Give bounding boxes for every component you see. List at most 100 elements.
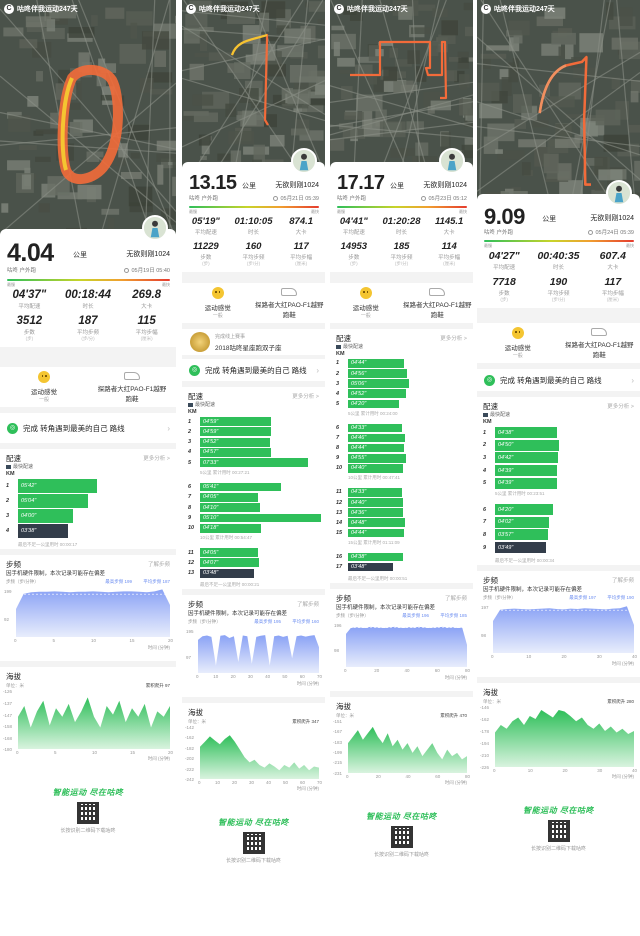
pace-more-link[interactable]: 更多分析 > (607, 404, 634, 411)
stat-label: 步数 (200, 255, 212, 261)
qr-code[interactable] (77, 802, 99, 825)
last-partial-km: 最后不足一公里用时 00:00:34 (495, 557, 555, 563)
pace-gradient-bar (189, 206, 319, 208)
route-complete-row[interactable]: ◎ 完成 转角遇到最美的自己 路线 › (182, 359, 325, 382)
pace-km: 2 (188, 428, 192, 435)
pace-more-link[interactable]: 更多分析 > (292, 394, 319, 401)
feeling-item[interactable]: 运动感觉 一般 (477, 323, 559, 363)
codoon-logo-icon: C (334, 4, 344, 14)
cadence-xtick: 10 (526, 653, 532, 659)
pace-legend: 最快配速 (6, 463, 33, 470)
run-record-panel: C 咕咚伴我运动247天 9.09 公里 无欲则刚1024 咕咚 户外跑 05月24日 05… (477, 0, 640, 936)
pace-row: 1 05'42" (6, 479, 172, 493)
stat-item: 117 平均步幅 (厘米) (277, 241, 325, 267)
cadence-title: 步频 (336, 593, 351, 603)
feeling-item[interactable]: 运动感觉 一般 (182, 283, 254, 323)
map-header: C 咕咚伴我运动247天 (481, 4, 555, 14)
altitude-ytick: -126 (3, 689, 13, 695)
cadence-learn-link[interactable]: 了解步频 (147, 562, 170, 569)
stat-label: 平均步频 (547, 291, 570, 298)
cadence-learn-link[interactable]: 了解步频 (611, 577, 634, 584)
shoe-item[interactable]: 探路者大红PAO-F1越野跑鞋 (254, 283, 326, 323)
route-map[interactable]: C 咕咚伴我运动247天 (330, 0, 473, 168)
shoe-name: 探路者大红PAO-F1越野跑鞋 (255, 301, 324, 319)
cadence-xtick: 60 (299, 674, 305, 680)
altitude-xtick: 30 (597, 767, 603, 773)
feeling-item[interactable]: 运动感觉 一般 (330, 283, 402, 323)
stat-label: 时长 (552, 265, 564, 272)
shoe-item[interactable]: 探路者大红PAO-F1越野跑鞋 (402, 283, 474, 323)
route-badge-icon: ◎ (189, 364, 200, 376)
altitude-title: 海拔 (483, 687, 498, 697)
route-map[interactable]: C 咕咚伴我运动247天 (477, 0, 640, 200)
altitude-title: 海拔 (6, 672, 21, 682)
stat-label: 时长 (247, 230, 259, 236)
stat-label: 平均配速 (18, 304, 41, 310)
pace-km: 1 (6, 483, 10, 490)
pace-km: 7 (188, 494, 192, 501)
route-complete-row[interactable]: ◎ 完成 转角遇到最美的自己 路线 › (477, 369, 640, 392)
sport-type: 咕咚 户外跑 (337, 196, 367, 202)
qr-code[interactable] (242, 832, 265, 855)
gradient-fast-label: 最快 (162, 282, 170, 287)
avatar[interactable] (606, 180, 632, 206)
pace-bar: 05'04" (18, 494, 89, 508)
cadence-chart (493, 605, 634, 653)
pace-more-link[interactable]: 更多分析 > (143, 456, 170, 463)
route-map[interactable]: C 咕咚伴我运动247天 (0, 0, 176, 235)
stat-label: 平均步频 (76, 330, 99, 336)
map-header: C 咕咚伴我运动247天 (4, 4, 78, 14)
shoe-item[interactable]: 探路者大红PAO-F1越野跑鞋 (559, 323, 640, 363)
cadence-section: 步频 了解步频 因手机硬件限制，本次记录可能存在偏差 步频（步/分钟） 最高步频 196… (330, 588, 473, 691)
pace-bar: 04'44" (348, 528, 405, 538)
feeling-label: 运动感觉 (31, 389, 57, 397)
altitude-xtick: 10 (215, 780, 221, 786)
pace-bar: 04'42" (495, 452, 558, 464)
cadence-xtick: 30 (247, 674, 253, 680)
stats-grid: 04'37" 平均配速 00:18:44 时长 269.8 大卡 3512 步数 (步) 187 平… (0, 289, 176, 347)
clock-icon (588, 229, 594, 235)
pace-km: 16 (336, 553, 343, 560)
footer-logo: 智能运动 尽在咕咚 (218, 818, 289, 828)
qr-code[interactable] (547, 819, 570, 842)
cadence-note: 因手机硬件限制，本次记录可能存在偏差 (188, 611, 288, 618)
pace-bar: 04'05" (200, 548, 259, 557)
stat-label: 步数 (348, 255, 360, 261)
qr-code[interactable] (390, 825, 413, 848)
route-complete-row[interactable]: ◎ 完成 转角遇到最美的自己 路线 › (0, 413, 176, 444)
altitude-xtick: 0 (493, 767, 496, 773)
pace-title: 配速 (483, 402, 498, 412)
pace-row: 8 04'44" (336, 443, 469, 453)
stat-label: 平均步幅 (135, 330, 158, 336)
stat-item: 01:20:28 时长 (378, 216, 426, 236)
cadence-xtick: 60 (434, 667, 440, 673)
cadence-xlabel: 时间 (分钟) (444, 674, 467, 680)
run-record-panel: C 咕咚伴我运动247天 17.17 公里 无欲则刚1024 咕咚 户外跑 05月23日 0… (330, 0, 473, 936)
avatar[interactable] (142, 215, 168, 241)
pace-km: 1 (483, 429, 487, 436)
pace-gradient-bar (337, 206, 467, 208)
route-map[interactable]: C 咕咚伴我运动247天 (182, 0, 325, 168)
pace-km: 8 (483, 531, 487, 538)
pace-more-link[interactable]: 更多分析 > (440, 336, 467, 343)
altitude-area (348, 726, 467, 773)
medal-row[interactable]: 完成线上赛事 2018咕咚星座跑双子座 (182, 329, 325, 356)
avatar[interactable] (291, 148, 317, 174)
cadence-learn-link[interactable]: 了解步频 (444, 595, 467, 602)
cadence-learn-link[interactable]: 了解步频 (296, 602, 319, 609)
footer-logo: 智能运动 尽在咕咚 (52, 788, 124, 798)
shoe-item[interactable]: 探路者大红PAO-F1越野跑鞋 (88, 367, 176, 407)
altitude-ytick: -231 (333, 770, 343, 776)
codoon-logo-icon: C (481, 4, 491, 14)
share-footer: 智能运动 尽在咕咚 长按识别二维码下载咕咚 (330, 798, 473, 936)
feeling-item[interactable]: 运动感觉 一般 (0, 367, 88, 407)
altitude-xtick: 15 (130, 750, 136, 756)
altitude-chart (495, 709, 634, 767)
route-text: 完成 转角遇到最美的自己 路线 (205, 365, 307, 375)
legend-swatch (6, 464, 11, 469)
legend-text: 最快配速 (195, 402, 216, 409)
pace-legend: 最快配速 (483, 411, 510, 418)
pace-row: 2 04'50" (483, 439, 636, 451)
altitude-ytick: -167 (333, 729, 343, 735)
avatar[interactable] (439, 148, 465, 174)
